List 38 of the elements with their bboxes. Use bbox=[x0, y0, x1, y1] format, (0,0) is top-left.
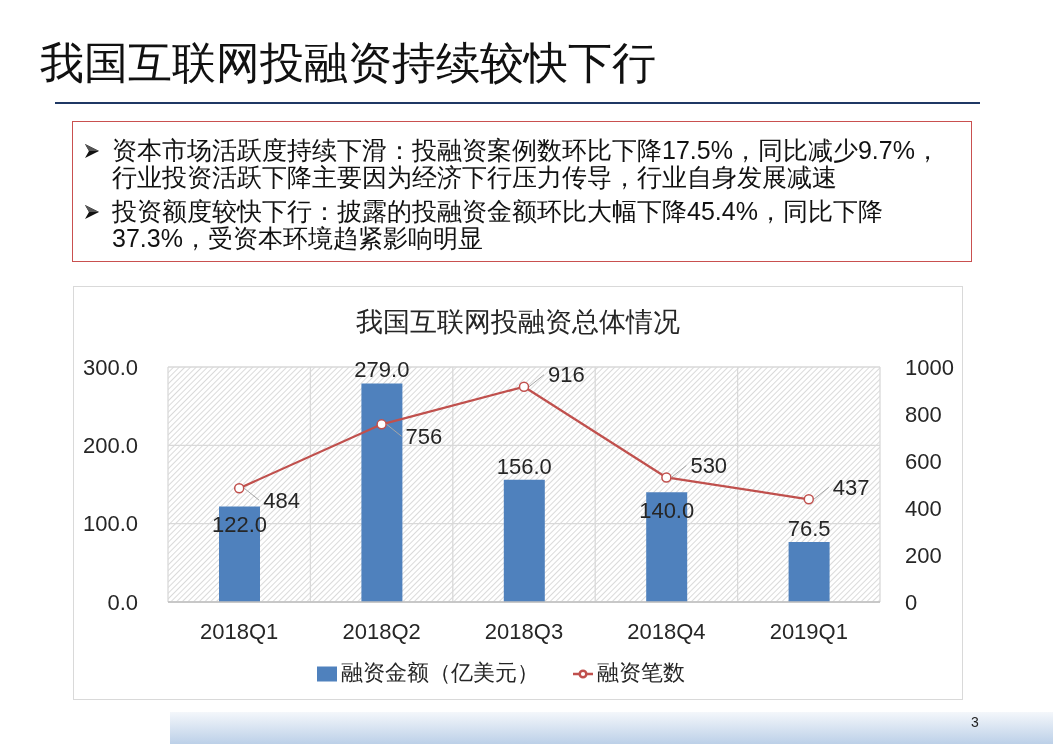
data-label: 756 bbox=[405, 423, 443, 449]
chart-subtitle: 我国互联网投融资总体情况 bbox=[355, 307, 681, 337]
bar bbox=[503, 479, 545, 602]
point bbox=[233, 483, 245, 494]
point bbox=[661, 472, 672, 483]
point bbox=[803, 494, 815, 505]
point bbox=[518, 381, 530, 392]
chart-title: 我国互联网投融资持续较快下行 bbox=[40, 38, 656, 87]
y-tick-label: 300.0 bbox=[82, 354, 138, 380]
y2-tick-label: 400 bbox=[905, 495, 942, 521]
x-tick-label: 2018Q1 bbox=[200, 618, 279, 644]
data-label: 916 bbox=[548, 362, 585, 388]
y-tick-label: 200.0 bbox=[82, 433, 138, 459]
y2-tick-label: 0 bbox=[905, 589, 918, 615]
y-tick-label: 0.0 bbox=[107, 589, 138, 615]
data-label: 156.0 bbox=[496, 453, 552, 479]
legend-label: 融资笔数 bbox=[597, 660, 685, 685]
data-label: 76.5 bbox=[787, 516, 831, 542]
text: 3 bbox=[971, 714, 979, 730]
legend-label: 融资金额（亿美元） bbox=[341, 660, 539, 685]
y2-tick-label: 1000 bbox=[905, 354, 954, 380]
x-tick-label: 2018Q4 bbox=[627, 618, 706, 644]
y2-tick-label: 200 bbox=[905, 542, 942, 568]
x-tick-label: 2019Q1 bbox=[769, 618, 848, 644]
x-tick-label: 2018Q2 bbox=[342, 618, 421, 644]
y2-tick-label: 800 bbox=[905, 401, 942, 427]
bar bbox=[788, 542, 830, 602]
data-label: 530 bbox=[690, 452, 728, 478]
point bbox=[376, 419, 387, 430]
bar bbox=[361, 383, 403, 602]
y-tick-label: 100.0 bbox=[82, 511, 138, 537]
text: 资本市场活跃度持续下滑：投融资案例数环比下降17.5%，同比减少9.7%，行业投资活跃下降主要因为经济下行压力传导，行业自身发展减速 bbox=[112, 136, 941, 191]
data-label: 279.0 bbox=[354, 357, 410, 383]
data-label: 484 bbox=[263, 487, 300, 513]
text: 投资额度较快下行：披露的投融资金额环比大幅下降45.4%，同比下降37.3%，受资本环境趋紧影响明显 bbox=[112, 197, 884, 252]
data-label: 437 bbox=[832, 474, 870, 500]
y2-tick-label: 600 bbox=[905, 448, 942, 474]
x-tick-label: 2018Q3 bbox=[484, 618, 564, 644]
